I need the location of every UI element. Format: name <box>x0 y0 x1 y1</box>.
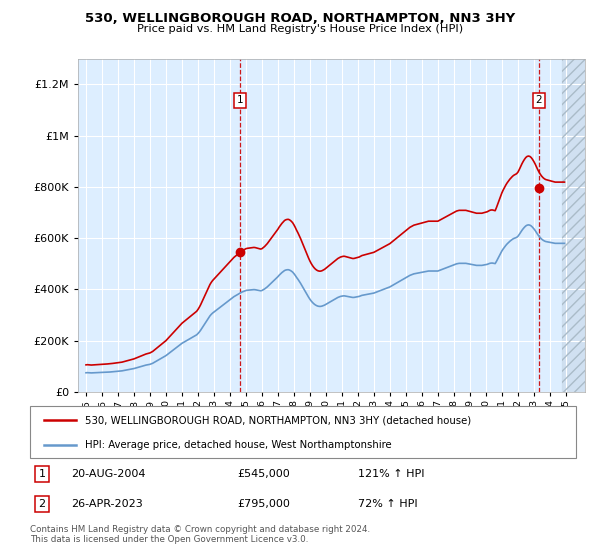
Text: 1: 1 <box>38 469 46 479</box>
Text: 530, WELLINGBOROUGH ROAD, NORTHAMPTON, NN3 3HY (detached house): 530, WELLINGBOROUGH ROAD, NORTHAMPTON, N… <box>85 416 471 426</box>
Text: Price paid vs. HM Land Registry's House Price Index (HPI): Price paid vs. HM Land Registry's House … <box>137 24 463 34</box>
Text: 26-APR-2023: 26-APR-2023 <box>71 499 143 509</box>
Text: 121% ↑ HPI: 121% ↑ HPI <box>358 469 424 479</box>
Text: £795,000: £795,000 <box>238 499 290 509</box>
Text: 1: 1 <box>237 95 244 105</box>
Text: 72% ↑ HPI: 72% ↑ HPI <box>358 499 417 509</box>
Text: 20-AUG-2004: 20-AUG-2004 <box>71 469 145 479</box>
Text: 2: 2 <box>536 95 542 105</box>
Text: £545,000: £545,000 <box>238 469 290 479</box>
Bar <box>562 59 585 392</box>
Bar <box>562 59 585 392</box>
Text: Contains HM Land Registry data © Crown copyright and database right 2024.
This d: Contains HM Land Registry data © Crown c… <box>30 525 370 544</box>
Text: 2: 2 <box>38 499 46 509</box>
Text: HPI: Average price, detached house, West Northamptonshire: HPI: Average price, detached house, West… <box>85 440 391 450</box>
Text: 530, WELLINGBOROUGH ROAD, NORTHAMPTON, NN3 3HY: 530, WELLINGBOROUGH ROAD, NORTHAMPTON, N… <box>85 12 515 25</box>
FancyBboxPatch shape <box>30 406 576 458</box>
